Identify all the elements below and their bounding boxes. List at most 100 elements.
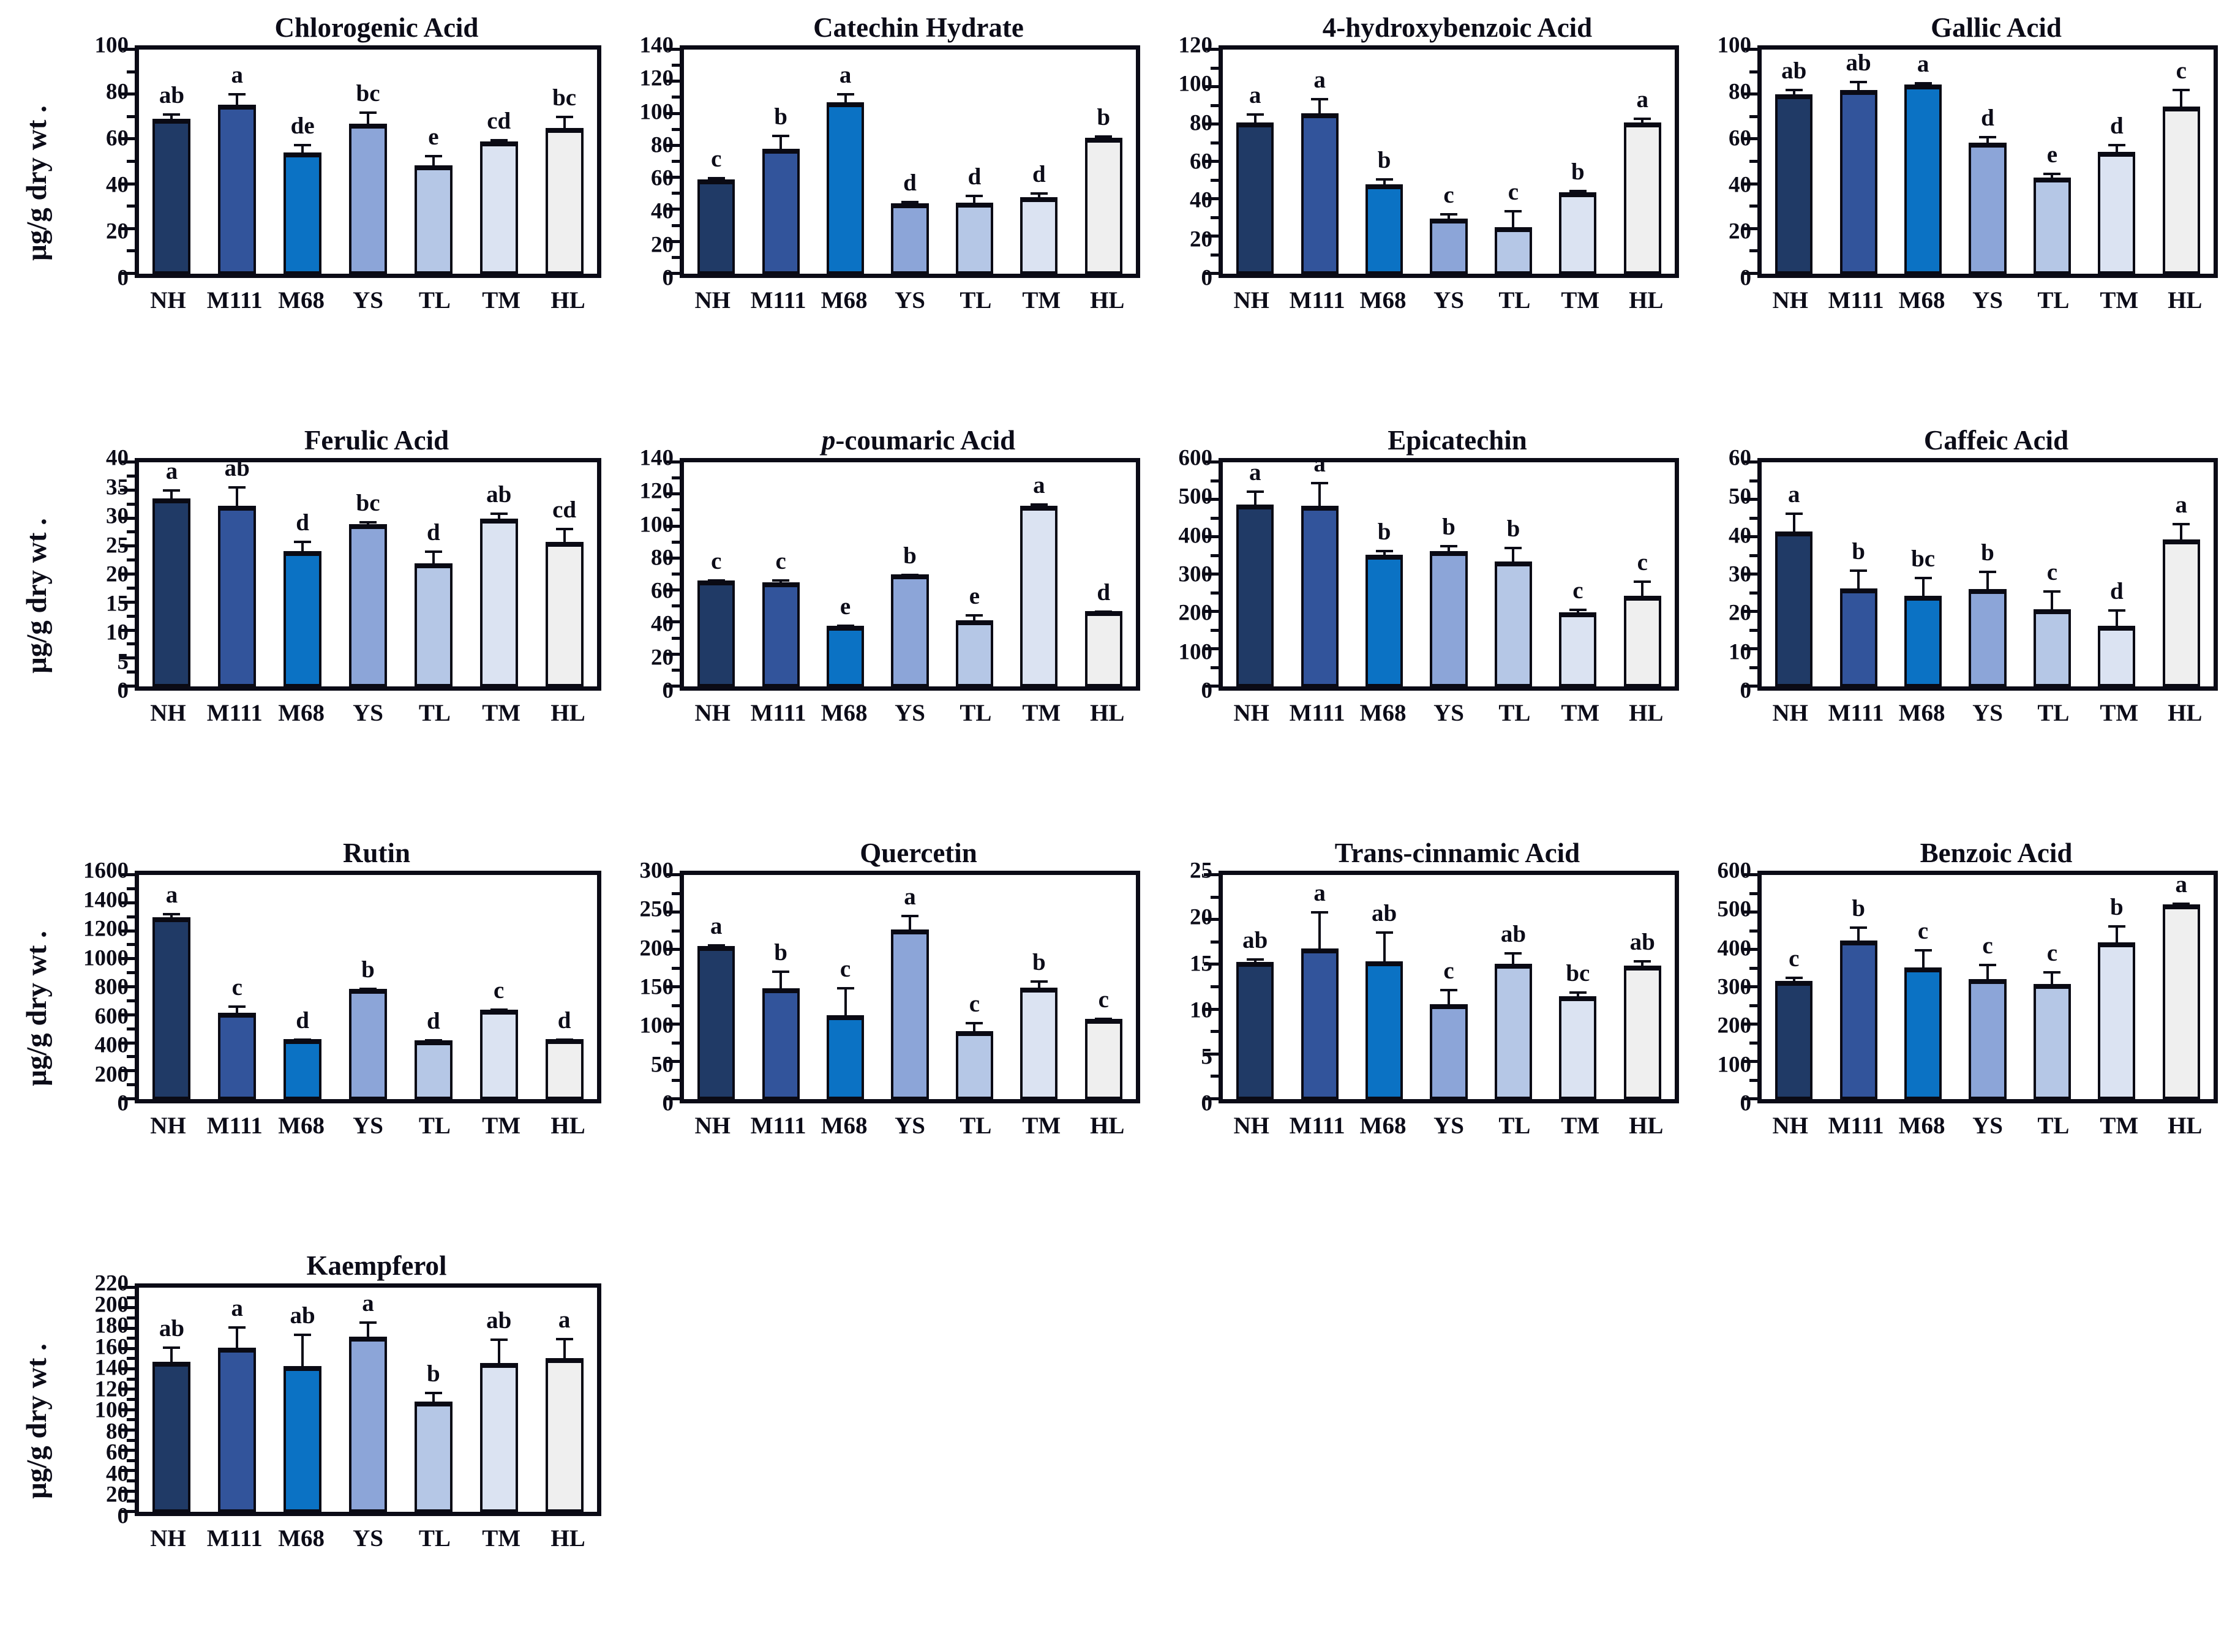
y-minor-tick-mark (672, 64, 680, 67)
y-minor-tick-mark (672, 1004, 680, 1007)
error-bar-cap (1375, 178, 1393, 181)
error-bar-cap (772, 134, 790, 137)
chart-body: μg/g dry wt . 0 20 40 60 80 100 120 140 160 180 20… (0, 1272, 618, 1559)
y-tick-mark (665, 948, 680, 951)
chart-body: 0 20 40 60 80 100 ab ab a d e d c NH M111 M68 YS TL TM HL (1696, 34, 2235, 321)
plot-wrap: c c e b e a d NH M111 M68 YS TL TM HL (665, 458, 1157, 734)
y-tick-label: 0 (662, 678, 674, 704)
significance-letter: ab (1500, 920, 1527, 947)
y-minor-tick-mark (127, 1459, 135, 1462)
chart-body: 0 10 20 30 40 50 60 a b bc b c d a NH M111 M68 YS TL TM HL (1696, 447, 2235, 734)
y-minor-tick-mark (672, 223, 680, 227)
plot-area: ab a ab c ab bc ab (1204, 871, 1679, 1103)
significance-letter: c (1443, 181, 1454, 208)
y-tick-label: 0 (117, 265, 129, 291)
y-minor-tick-mark (1749, 591, 1757, 595)
chart-title: p-coumaric Acid (821, 425, 1016, 456)
y-tick-mark (120, 685, 135, 688)
x-category-label: YS (1433, 700, 1464, 726)
error-bar-line (2115, 609, 2118, 626)
error-bar-line (1792, 89, 1795, 95)
significance-letter: b (1506, 516, 1520, 543)
x-category-label: TL (2037, 700, 2070, 726)
significance-letter: ab (1629, 929, 1655, 956)
x-category-label: TM (1022, 287, 1061, 314)
plot-wrap: a a b b b c c NH M111 M68 YS TL TM HL (1204, 452, 1696, 734)
error-bar-line (563, 528, 566, 542)
chart-title: Caffeic Acid (1923, 425, 2069, 456)
bar-M111 (762, 149, 800, 274)
bar-HL (1084, 1019, 1122, 1099)
y-tick-mark (120, 1489, 135, 1493)
x-category-label: M111 (1828, 287, 1884, 314)
y-tick-label: 0 (662, 1091, 674, 1116)
error-bar-line (563, 115, 566, 129)
significance-letter: bc (552, 84, 577, 111)
y-minor-tick-mark (127, 70, 135, 73)
x-category-label: M68 (1359, 1113, 1407, 1139)
y-tick-label: 0 (1201, 1091, 1213, 1116)
bar-M68 (826, 625, 865, 686)
y-tick-mark (120, 1510, 135, 1513)
error-bar-line (1512, 547, 1515, 561)
plot-wrap: c b c c c b a NH M111 M68 YS TL TM HL (1743, 871, 2235, 1146)
y-minor-tick-mark (1211, 591, 1219, 595)
y-tick-label: 20 (106, 1482, 129, 1507)
y-minor-tick-mark (1749, 892, 1757, 895)
significance-letter: b (1442, 514, 1456, 541)
error-bar-cap (1569, 991, 1587, 994)
y-axis-tick-labels: 0 100 200 300 400 500 600 (1696, 860, 1757, 1115)
x-category-label: YS (1972, 1113, 2003, 1139)
x-category-label: HL (2168, 287, 2203, 314)
error-bar-line (236, 486, 239, 506)
y-minor-tick-mark (1211, 1075, 1219, 1078)
bar-M68 (1365, 555, 1403, 686)
error-bar-line (1641, 580, 1644, 596)
error-bar-cap (1634, 580, 1651, 583)
x-category-label: TL (2037, 287, 2070, 314)
error-bar-cap (1504, 210, 1522, 213)
error-bar-line (2115, 143, 2118, 152)
x-category-label: M111 (1828, 1113, 1884, 1139)
x-category-label: M68 (278, 1525, 325, 1552)
x-category-label: M68 (278, 700, 325, 726)
y-tick-mark (665, 1060, 680, 1063)
significance-letter: c (1917, 917, 1929, 944)
significance-letter: b (1097, 103, 1111, 130)
bar-M111 (1839, 89, 1877, 274)
bar-TM (1559, 612, 1597, 686)
error-bar-line (236, 1005, 239, 1013)
y-tick-label: 40 (651, 611, 674, 637)
y-minor-tick-mark (127, 160, 135, 163)
error-bar-cap (294, 541, 312, 544)
y-tick-label: 300 (639, 858, 674, 884)
y-axis-title: μg/g dry wt . (21, 105, 53, 261)
y-minor-tick-mark (1749, 1078, 1757, 1082)
y-minor-tick-mark (127, 1398, 135, 1401)
bar-YS (348, 989, 388, 1099)
y-axis-tick-labels: 0 5 10 15 20 25 30 35 40 (73, 447, 135, 702)
significance-letter: b (426, 1360, 440, 1387)
error-bar-cap (2043, 971, 2061, 974)
plot-wrap: ab a ab a b ab a NH M111 M68 YS TL TM HL (120, 1283, 618, 1559)
y-tick-label: 1600 (83, 858, 129, 884)
significance-letter: ab (159, 1315, 185, 1342)
x-category-label: TL (1498, 1113, 1531, 1139)
error-bar-cap (1979, 135, 1996, 138)
y-minor-tick-mark (672, 476, 680, 480)
y-tick-mark (120, 182, 135, 186)
chart-panel: Caffeic Acid 0 10 20 30 40 50 60 a b bc b c d a NH M1… (1696, 413, 2235, 825)
bar-M68 (1904, 595, 1942, 686)
bar-YS (348, 1336, 388, 1512)
chart-panel: Kaempferol μg/g dry wt . 0 20 40 60 80 100 120… (0, 1238, 618, 1651)
bar-NH (1236, 504, 1274, 686)
y-axis-tick-labels: 0 20 40 60 80 100 120 140 (618, 447, 680, 702)
y-tick-mark (665, 80, 680, 83)
significance-letter: c (1637, 549, 1648, 576)
chart-body: 0 5 10 15 20 25 ab a ab c ab bc ab NH M111 M68 YS TL TM H… (1157, 860, 1696, 1146)
bar-HL (1623, 596, 1661, 686)
significance-letter: c (840, 956, 851, 982)
error-bar-cap (1311, 98, 1329, 101)
y-tick-label: 400 (94, 1032, 129, 1058)
